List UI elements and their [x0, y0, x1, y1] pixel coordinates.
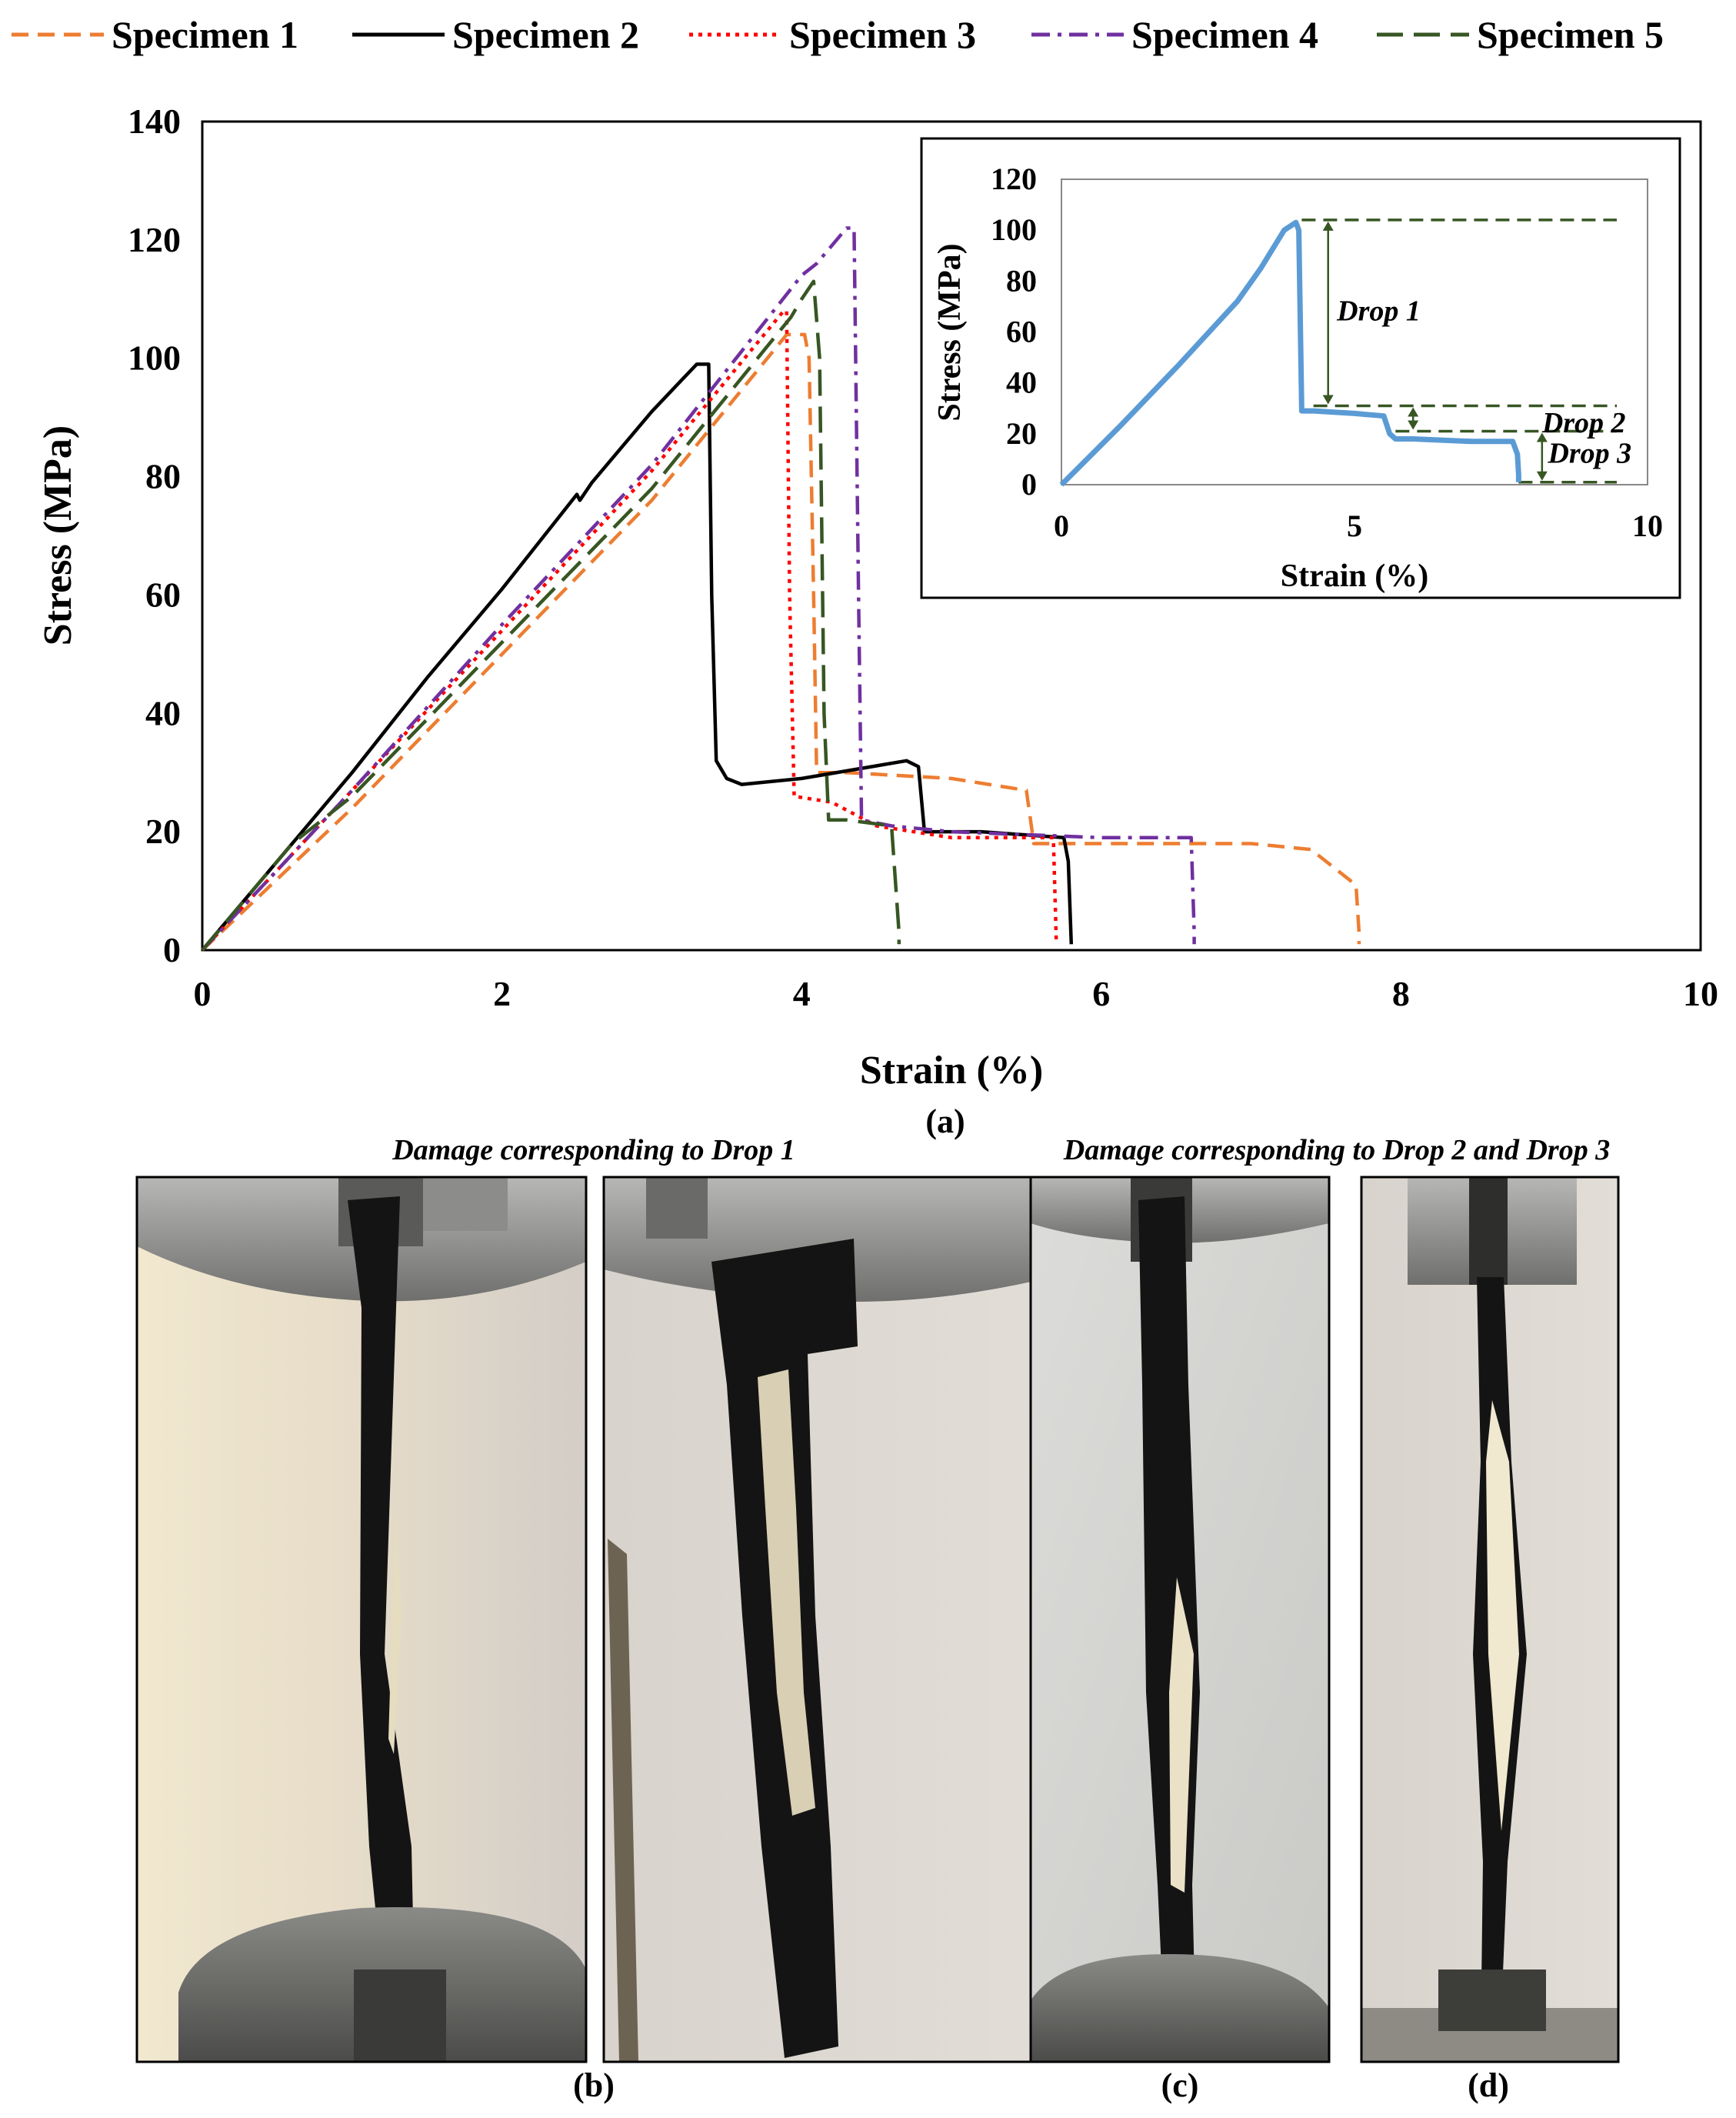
x-tick-label: 8 [1392, 974, 1410, 1013]
inset-series-line [1059, 219, 1521, 487]
inset-x-tick-label: 5 [1347, 509, 1362, 543]
y-axis-label: Stress (MPa) [36, 425, 80, 645]
inset-series-layer [1059, 219, 1521, 487]
inset-arrow-head [1408, 420, 1419, 430]
inset-arrow-head [1322, 395, 1334, 405]
inset-plot-area [1061, 178, 1648, 485]
inset-y-tick-label: 20 [1006, 416, 1037, 451]
legend-label-specimen-2: Specimen 2 [452, 13, 639, 56]
label-d: (d) [1468, 2066, 1509, 2104]
inset-y-tick-label: 80 [1006, 263, 1037, 298]
photo-panel-d [1360, 1176, 1620, 2063]
inset-annotation-label: Drop 3 [1547, 438, 1631, 470]
x-axis-label: Strain (%) [860, 1049, 1043, 1092]
legend-label-specimen-4: Specimen 4 [1131, 13, 1318, 56]
x-tick-label: 4 [793, 974, 811, 1013]
caption-a: (a) [925, 1102, 965, 1140]
plot-area-frame [201, 120, 1702, 952]
inset-x-tick-label: 0 [1054, 509, 1069, 543]
inset-x-tick-label: 10 [1632, 509, 1663, 543]
y-tick-label: 100 [128, 339, 181, 378]
x-tick-label: 10 [1683, 974, 1718, 1013]
legend: Specimen 1 Specimen 2 Specimen 3 Specimen 4… [12, 13, 1664, 56]
inset-y-tick-label: 100 [991, 212, 1037, 247]
y-axis: 0 20 40 60 80 100 120 140 [128, 102, 181, 969]
inset-x-axis: 0 5 10 [1054, 509, 1663, 543]
x-axis: 0 2 4 6 8 10 [194, 974, 1719, 1013]
series-line-specimen-5 [201, 279, 901, 952]
x-tick-label: 0 [194, 974, 212, 1013]
y-tick-label: 20 [145, 812, 181, 851]
series-line-specimen-1 [201, 332, 1361, 952]
inset-y-axis-label: Stress (MPa) [932, 243, 968, 421]
inset-annotation-label: Drop 2 [1541, 407, 1626, 439]
y-tick-label: 80 [145, 457, 181, 496]
y-tick-label: 0 [163, 930, 181, 969]
y-tick-label: 60 [145, 575, 181, 614]
inset-annotation-label: Drop 1 [1336, 295, 1421, 328]
inset-y-tick-label: 0 [1021, 467, 1037, 502]
inset-arrow-head [1536, 432, 1548, 442]
label-b: (b) [573, 2066, 615, 2104]
inset-y-axis: 0 20 40 60 80 100 120 [991, 162, 1037, 502]
caption-drop23: Damage corresponding to Drop 2 and Drop … [1063, 1134, 1610, 1166]
legend-label-specimen-1: Specimen 1 [112, 13, 298, 56]
legend-label-specimen-3: Specimen 3 [789, 13, 976, 56]
label-c: (c) [1161, 2066, 1199, 2104]
series-line-specimen-4 [201, 226, 1196, 952]
y-tick-label: 120 [128, 220, 181, 259]
caption-drop1: Damage corresponding to Drop 1 [392, 1134, 795, 1166]
inset-arrow-head [1408, 407, 1419, 417]
inset-x-axis-label: Strain (%) [1281, 559, 1429, 594]
photo-panel-b-left [135, 1176, 588, 2063]
inset-arrow-head [1322, 221, 1334, 231]
series-layer [201, 226, 1361, 952]
series-line-specimen-3 [201, 309, 1058, 952]
y-tick-label: 140 [128, 102, 181, 141]
inset-arrow-head [1536, 471, 1548, 481]
y-tick-label: 40 [145, 693, 181, 732]
x-tick-label: 2 [493, 974, 511, 1013]
x-tick-label: 6 [1092, 974, 1110, 1013]
inset-y-tick-label: 120 [991, 162, 1037, 196]
inset-y-tick-label: 60 [1006, 315, 1037, 349]
inset-y-tick-label: 40 [1006, 365, 1037, 400]
legend-label-specimen-5: Specimen 5 [1477, 13, 1664, 56]
photo-panel-b-right [602, 1176, 1053, 2063]
photo-panel-c [1029, 1176, 1331, 2063]
